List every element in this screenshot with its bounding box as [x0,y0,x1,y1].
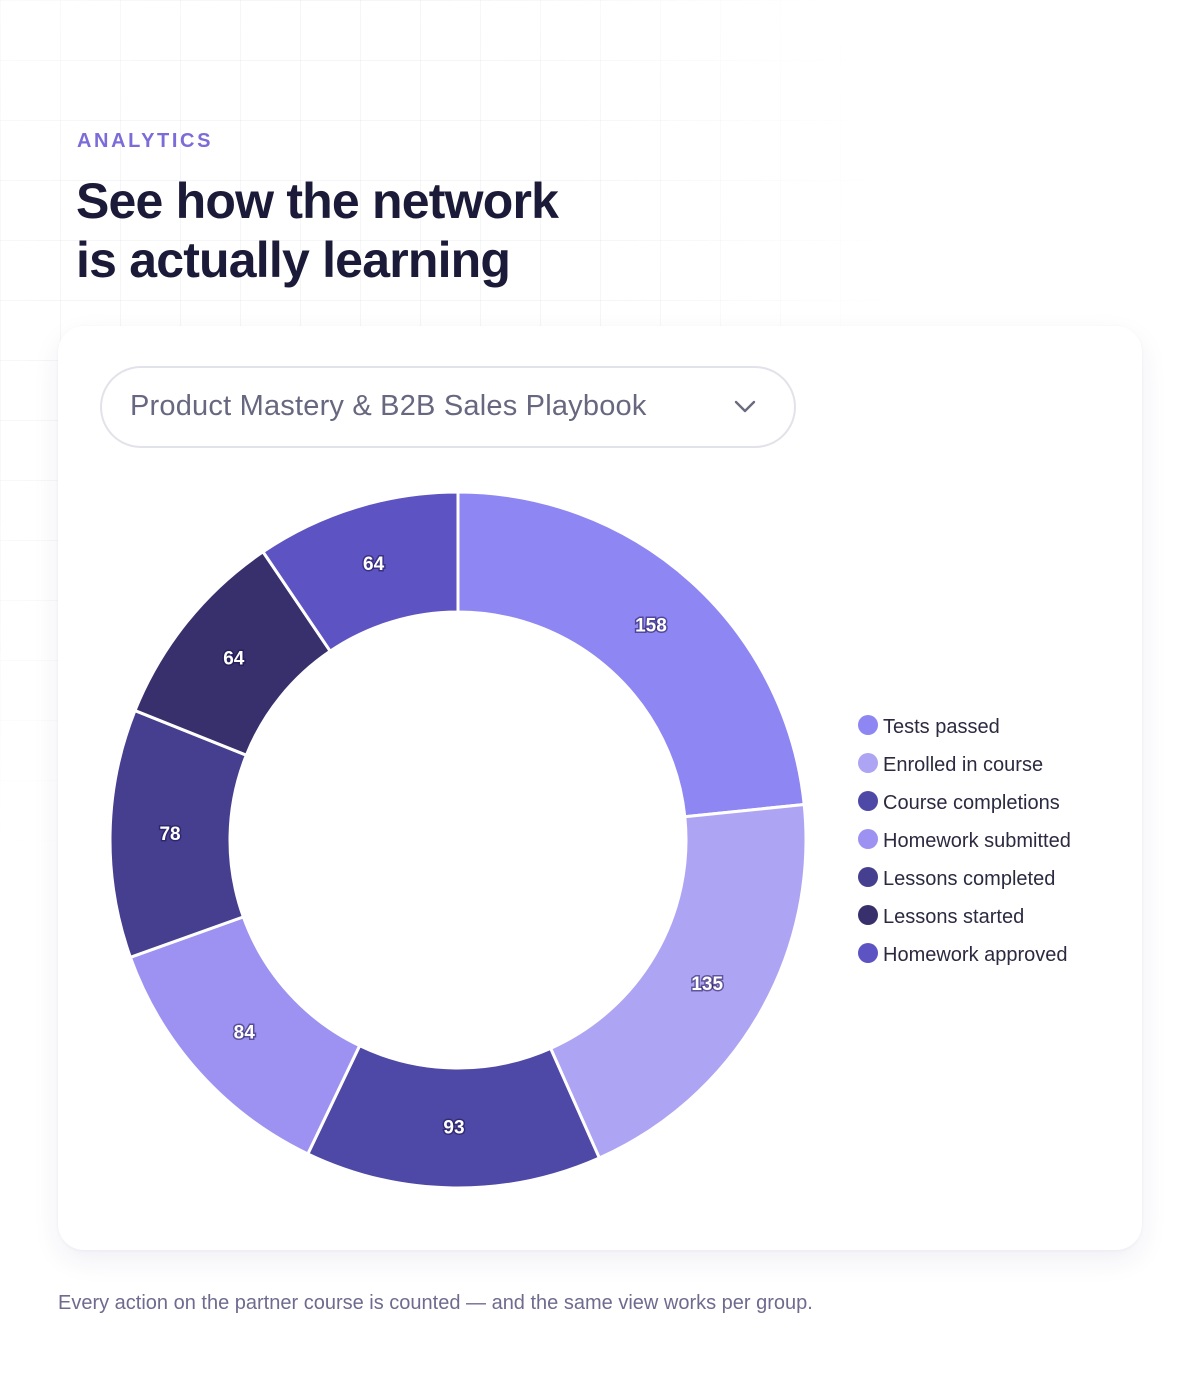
legend-label: Homework submitted [883,830,1071,852]
legend-swatch [858,829,878,849]
legend-label: Homework approved [883,944,1068,966]
page-title-line-1: See how the network [76,173,559,229]
legend-label: Lessons completed [883,868,1056,890]
footnote: Every action on the partner course is co… [58,1292,813,1314]
course-select-value: Product Mastery & B2B Sales Playbook [130,390,647,422]
legend-swatch [858,867,878,887]
legend-swatch [858,943,878,963]
donut-slice-value-label: 84 [234,1022,256,1043]
legend-swatch [858,791,878,811]
donut-slice-value-label: 64 [363,554,385,575]
donut-slice-value-label: 78 [159,824,180,845]
legend-label: Enrolled in course [883,754,1044,776]
analytics-card: 158 135 93 84 78 64 64 Product Mastery & B2B S… [58,326,1142,1250]
legend-label: Tests passed [883,716,1000,738]
donut-slice-value-label: 64 [223,649,245,670]
section-eyebrow: ANALYTICS [77,130,214,152]
chevron-down-icon [734,400,756,413]
course-select[interactable]: Product Mastery & B2B Sales Playbook [100,366,796,448]
legend-label: Lessons started [883,906,1025,928]
donut-slice-value-label: 158 [635,616,667,637]
legend-label: Course completions [883,792,1060,814]
page-title: See how the network is actually learning [76,172,559,290]
donut-slice-value-label: 93 [443,1117,464,1138]
legend-swatch [858,715,878,735]
donut-slice-homework-approved[interactable] [260,490,460,654]
donut-slice-tests-passed[interactable] [456,490,806,819]
donut-chart: 158 135 93 84 78 64 64 [108,490,808,1190]
page-title-line-2: is actually learning [76,232,511,288]
donut-slice-enrolled-in-course[interactable] [548,802,808,1160]
donut-slice-value-label: 135 [691,974,723,995]
legend-swatch [858,753,878,773]
legend-swatch [858,905,878,925]
